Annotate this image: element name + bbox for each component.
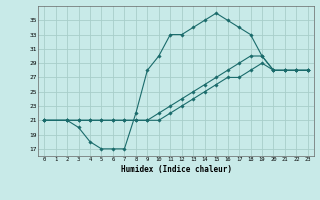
X-axis label: Humidex (Indice chaleur): Humidex (Indice chaleur) <box>121 165 231 174</box>
